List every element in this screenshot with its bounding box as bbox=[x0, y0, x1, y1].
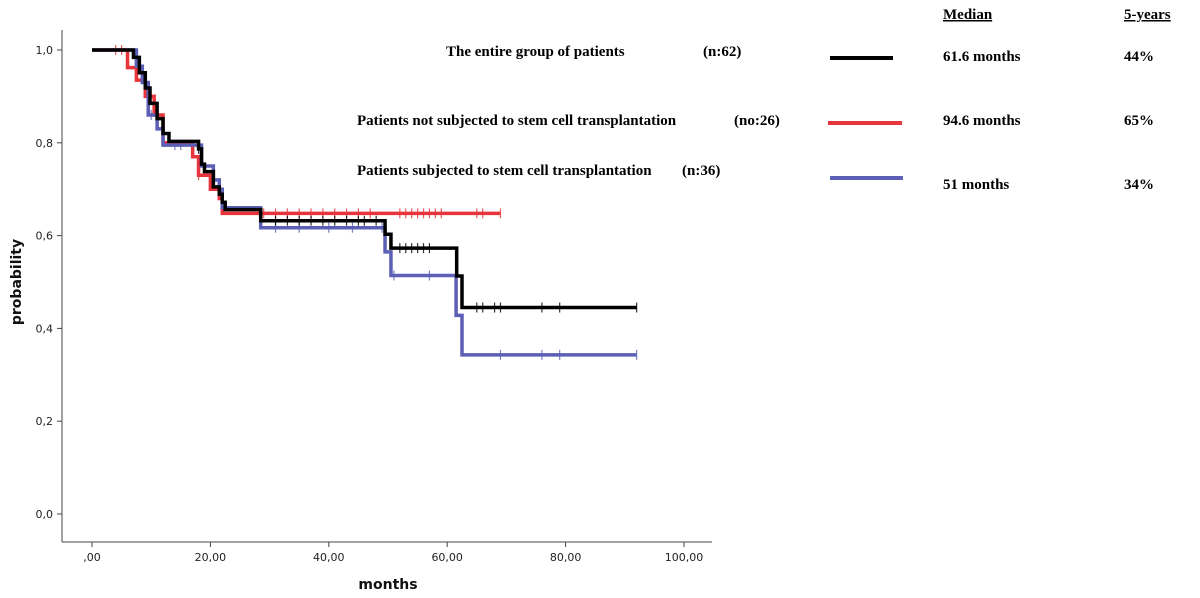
five-year-entire: 44% bbox=[1124, 49, 1154, 65]
series-line-no_sct bbox=[92, 48, 501, 216]
series-line-entire bbox=[92, 48, 637, 310]
five-year-sct: 34% bbox=[1124, 177, 1154, 193]
series-label-sct: Patients subjected to stem cell transpla… bbox=[357, 163, 652, 179]
series-label-no-sct: Patients not subjected to stem cell tran… bbox=[357, 113, 677, 129]
five-year-no-sct: 65% bbox=[1124, 113, 1154, 129]
x-tick-label: 100,00 bbox=[665, 551, 704, 564]
y-tick-label: 0,6 bbox=[36, 230, 54, 243]
series-n-entire: (n:62) bbox=[703, 44, 741, 60]
median-entire: 61.6 months bbox=[943, 49, 1021, 65]
x-tick-label: 60,00 bbox=[431, 551, 463, 564]
legend-header-5-years: 5-years bbox=[1124, 7, 1171, 23]
series-line-sct bbox=[92, 48, 637, 357]
x-axis-title: months bbox=[358, 577, 417, 593]
x-tick-label: 40,00 bbox=[313, 551, 345, 564]
y-tick-label: 0,0 bbox=[36, 508, 54, 521]
y-tick-label: 1,0 bbox=[36, 44, 54, 57]
axis-ticks: ,00 20,00 40,00 60,00 80,00 100,00 0,0 0,2 0,4 0,… bbox=[36, 44, 704, 564]
y-axis-title: probability bbox=[9, 239, 25, 325]
median-no-sct: 94.6 months bbox=[943, 113, 1021, 129]
x-tick-label: 20,00 bbox=[195, 551, 227, 564]
y-tick-label: 0,8 bbox=[36, 137, 54, 150]
series-layer bbox=[92, 45, 638, 360]
y-tick-label: 0,2 bbox=[36, 415, 54, 428]
series-label-entire: The entire group of patients bbox=[446, 44, 625, 60]
series-n-sct: (n:36) bbox=[682, 163, 720, 179]
y-tick-label: 0,4 bbox=[36, 322, 54, 335]
x-tick-label: 80,00 bbox=[550, 551, 582, 564]
legend-header-median: Median bbox=[943, 7, 993, 23]
x-tick-label: ,00 bbox=[83, 551, 101, 564]
median-sct: 51 months bbox=[943, 177, 1009, 193]
series-n-no-sct: (no:26) bbox=[734, 113, 780, 129]
